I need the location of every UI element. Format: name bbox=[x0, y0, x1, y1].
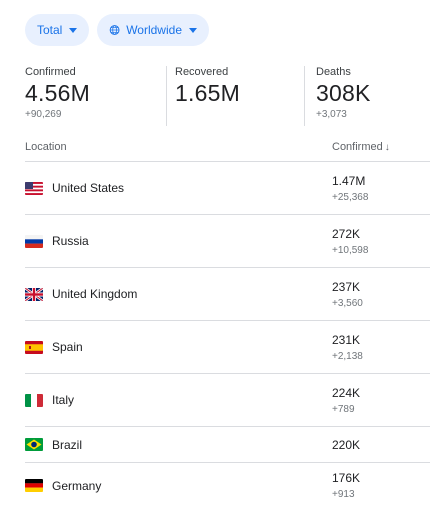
globe-icon bbox=[109, 25, 120, 35]
region-filter-chip[interactable]: Worldwide bbox=[97, 14, 209, 46]
table-row[interactable]: Germany 176K +913 bbox=[25, 463, 430, 508]
confirmed-value: 176K bbox=[332, 471, 361, 485]
stat-value: 1.65M bbox=[175, 80, 240, 106]
stat-deaths: Deaths 308K +3,073 bbox=[304, 66, 424, 126]
table-row[interactable]: Russia 272K +10,598 bbox=[25, 215, 430, 268]
stat-label: Deaths bbox=[316, 66, 351, 78]
table-row[interactable]: Italy 224K +789 bbox=[25, 374, 430, 427]
confirmed-value: 224K bbox=[332, 385, 361, 400]
confirmed-delta: +789 bbox=[332, 403, 355, 415]
stat-value: 4.56M bbox=[25, 80, 90, 106]
confirmed-value: 272K bbox=[332, 226, 361, 241]
table-row[interactable]: United Kingdom 237K +3,560 bbox=[25, 268, 430, 321]
stat-delta: +3,073 bbox=[316, 109, 347, 120]
confirmed-value: 1.47M bbox=[332, 173, 366, 188]
sort-down-arrow-icon: ↓ bbox=[384, 141, 390, 153]
confirmed-delta: +2,138 bbox=[332, 350, 363, 362]
confirmed-delta: +25,368 bbox=[332, 191, 369, 203]
confirmed-header-label: Confirmed bbox=[332, 141, 383, 153]
table-row[interactable]: United States 1.47M +25,368 bbox=[25, 162, 430, 215]
de-flag-icon bbox=[25, 479, 43, 492]
es-flag-icon bbox=[25, 340, 43, 354]
confirmed-header[interactable]: Confirmed ↓ bbox=[332, 141, 430, 153]
ru-flag-icon bbox=[25, 234, 43, 248]
table-row[interactable]: Spain 231K +2,138 bbox=[25, 321, 430, 374]
country-name: Russia bbox=[52, 234, 89, 248]
stat-recovered: Recovered 1.65M bbox=[166, 66, 304, 126]
metric-filter-chip[interactable]: Total bbox=[25, 14, 89, 46]
br-flag-icon bbox=[25, 438, 43, 451]
confirmed-delta: +913 bbox=[332, 489, 355, 500]
dropdown-caret-icon bbox=[69, 27, 78, 33]
stat-value: 308K bbox=[316, 80, 371, 106]
stat-label: Confirmed bbox=[25, 66, 76, 78]
cases-table: Location Confirmed ↓ United States 1.47M bbox=[25, 133, 430, 508]
filter-bar: Total Worldwide bbox=[25, 14, 209, 46]
table-header: Location Confirmed ↓ bbox=[25, 133, 430, 162]
stat-label: Recovered bbox=[175, 66, 229, 78]
stat-confirmed: Confirmed 4.56M +90,269 bbox=[25, 66, 166, 126]
confirmed-delta: +3,560 bbox=[332, 297, 363, 309]
country-name: Brazil bbox=[52, 437, 83, 452]
country-name: Germany bbox=[52, 478, 102, 493]
metric-filter-label: Total bbox=[37, 23, 63, 37]
region-filter-label: Worldwide bbox=[126, 23, 182, 37]
confirmed-value: 237K bbox=[332, 279, 361, 294]
stat-delta: +90,269 bbox=[25, 109, 62, 120]
confirmed-value: 231K bbox=[332, 332, 361, 347]
summary-stats: Confirmed 4.56M +90,269 Recovered 1.65M … bbox=[25, 66, 430, 126]
table-row[interactable]: Brazil 220K bbox=[25, 427, 430, 463]
it-flag-icon bbox=[25, 393, 43, 407]
location-header[interactable]: Location bbox=[25, 141, 67, 153]
us-flag-icon bbox=[25, 181, 43, 195]
country-name: Italy bbox=[52, 393, 75, 407]
confirmed-value: 220K bbox=[332, 437, 361, 452]
country-name: United Kingdom bbox=[52, 287, 138, 301]
country-name: United States bbox=[52, 181, 125, 195]
confirmed-delta: +10,598 bbox=[332, 244, 369, 256]
dropdown-caret-icon bbox=[189, 27, 197, 33]
gb-flag-icon bbox=[25, 287, 43, 301]
country-name: Spain bbox=[52, 340, 83, 354]
